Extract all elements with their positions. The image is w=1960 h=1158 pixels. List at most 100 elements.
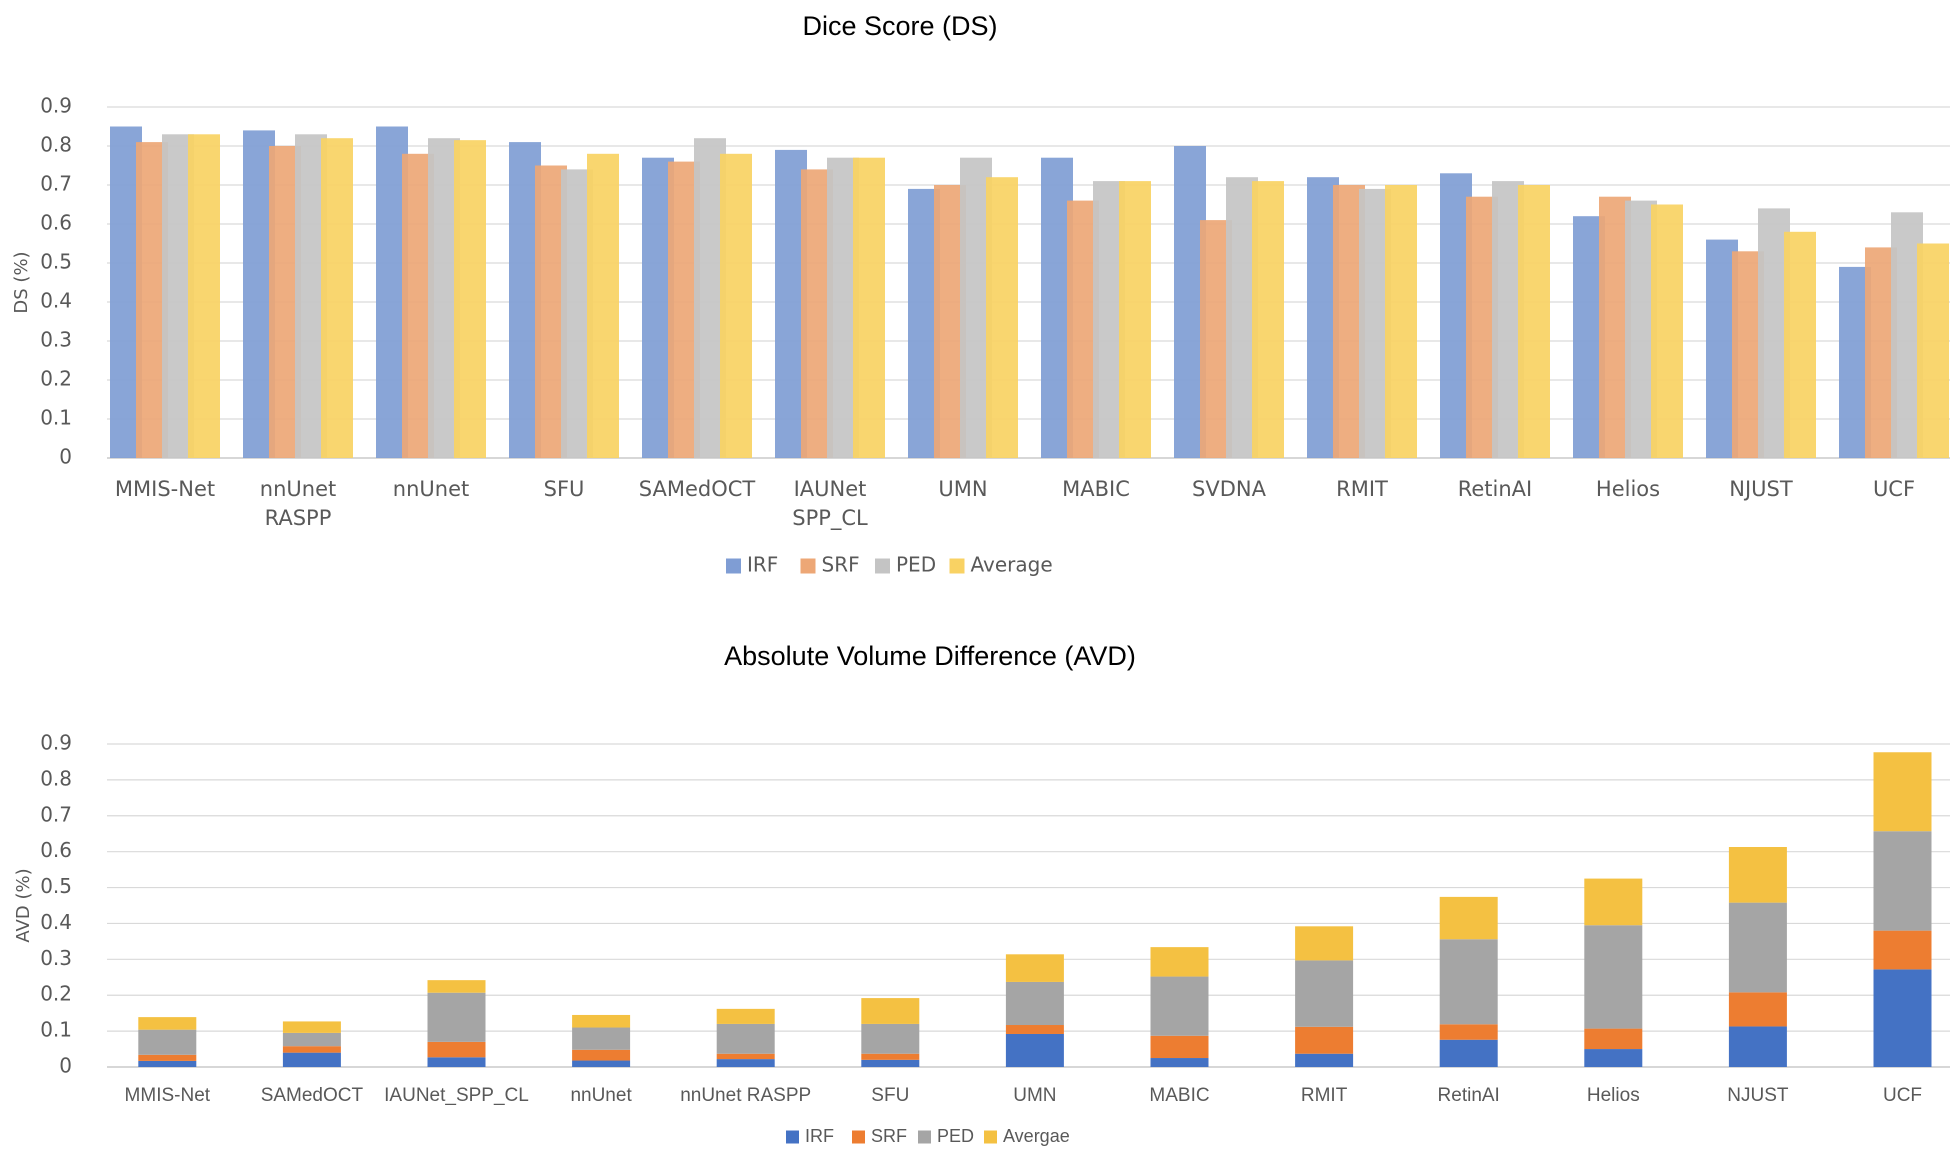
chart2-bar-irf bbox=[1005, 1033, 1064, 1067]
chart2-x-tick-label: nnUnet RASPP bbox=[680, 1085, 811, 1106]
chart1-legend-label: SRF bbox=[822, 553, 860, 577]
chart1-x-tick-label: SPP_CL bbox=[792, 506, 868, 531]
chart2-bar-irf bbox=[1150, 1058, 1209, 1067]
chart1-bar-average bbox=[1784, 231, 1816, 458]
chart1-y-tick-label: 0.6 bbox=[40, 211, 72, 235]
chart2-bar-irf bbox=[1439, 1039, 1498, 1067]
chart2-bar-srf bbox=[138, 1054, 197, 1061]
chart2-y-tick-label: 0.6 bbox=[40, 838, 72, 862]
chart2-bar-irf bbox=[138, 1060, 197, 1067]
chart2-y-axis-label: AVD (%) bbox=[13, 868, 34, 942]
chart1-legend-swatch-ped bbox=[875, 558, 890, 574]
chart1-x-tick-label: RASPP bbox=[265, 506, 332, 530]
chart2-bar-ped bbox=[427, 992, 486, 1042]
chart2-bar-srf bbox=[427, 1041, 486, 1058]
chart2-bar-irf bbox=[1295, 1053, 1354, 1067]
chart2-x-tick-label: RetinAI bbox=[1438, 1085, 1500, 1106]
chart2-bar-irf bbox=[282, 1052, 341, 1067]
chart2-bar-ped bbox=[1728, 902, 1787, 993]
chart1-y-axis-label: DS (%) bbox=[11, 251, 32, 313]
chart2-bar-avergae bbox=[1005, 954, 1064, 982]
chart2-y-tick-label: 0.8 bbox=[40, 766, 72, 790]
chart1-x-tick-label: RMIT bbox=[1336, 477, 1388, 501]
chart1-y-tick-label: 0.1 bbox=[40, 406, 72, 430]
chart2-bar-srf bbox=[1295, 1026, 1354, 1054]
chart2-x-tick-label: IAUNet_SPP_CL bbox=[384, 1085, 529, 1106]
chart1-y-tick-label: 0.5 bbox=[40, 250, 72, 274]
chart1-x-tick-label: SAMedOCT bbox=[639, 477, 756, 501]
chart2-bar-avergae bbox=[1873, 752, 1932, 832]
chart1-legend-swatch-srf bbox=[800, 558, 816, 574]
chart1-bar-average bbox=[853, 157, 885, 458]
chart2-bar-srf bbox=[1005, 1025, 1064, 1034]
chart1-x-tick-label: nnUnet bbox=[260, 477, 336, 501]
chart1-bar-average bbox=[986, 177, 1018, 458]
chart2-x-tick-label: MABIC bbox=[1149, 1085, 1209, 1106]
chart1-x-tick-label: MMIS-Net bbox=[115, 477, 215, 501]
chart2-bar-ped bbox=[1584, 925, 1643, 1029]
chart1-x-tick-label: Helios bbox=[1596, 477, 1660, 501]
chart1-y-tick-label: 0 bbox=[59, 445, 72, 469]
chart2-x-tick-label: UMN bbox=[1013, 1085, 1056, 1106]
chart1-bar-average bbox=[1651, 204, 1683, 458]
chart2-x-tick-label: RMIT bbox=[1301, 1085, 1348, 1106]
chart2-bar-srf bbox=[1873, 930, 1932, 970]
chart2-y-tick-label: 0.1 bbox=[40, 1018, 72, 1042]
chart2-bar-ped bbox=[1005, 981, 1064, 1026]
chart1-legend-label: PED bbox=[896, 553, 936, 577]
chart1-x-tick-label: UCF bbox=[1873, 477, 1915, 501]
chart2-bar-srf bbox=[1728, 992, 1787, 1027]
chart2-bar-avergae bbox=[427, 980, 486, 993]
chart2-y-tick-label: 0.3 bbox=[40, 946, 72, 970]
chart1-x-tick-label: SVDNA bbox=[1192, 477, 1267, 501]
chart1-legend-label: IRF bbox=[747, 553, 778, 577]
chart2-x-tick-label: SFU bbox=[871, 1085, 909, 1106]
chart2-bar-srf bbox=[1584, 1028, 1643, 1050]
chart2-bar-ped bbox=[1439, 939, 1498, 1025]
chart2-bar-srf bbox=[1150, 1035, 1209, 1059]
chart2-x-tick-label: Helios bbox=[1587, 1085, 1640, 1106]
chart1-x-tick-label: nnUnet bbox=[393, 477, 469, 501]
chart2-bar-irf bbox=[861, 1059, 920, 1067]
chart2-bar-avergae bbox=[1728, 847, 1787, 903]
chart2-bar-ped bbox=[282, 1032, 341, 1047]
chart2-x-tick-label: UCF bbox=[1883, 1085, 1922, 1106]
chart2-bar-avergae bbox=[1439, 896, 1498, 940]
chart2-bar-ped bbox=[1873, 831, 1932, 931]
chart2-legend-swatch-ped bbox=[918, 1130, 931, 1144]
chart2-bar-ped bbox=[1295, 960, 1354, 1027]
chart2-bar-avergae bbox=[282, 1021, 341, 1033]
chart2-bar-ped bbox=[138, 1029, 197, 1055]
chart1-y-tick-label: 0.9 bbox=[40, 94, 72, 118]
chart1-x-tick-label: UMN bbox=[938, 477, 987, 501]
chart1-legend-swatch-irf bbox=[726, 558, 741, 574]
chart2-bar-srf bbox=[716, 1053, 775, 1060]
chart1-y-tick-label: 0.4 bbox=[40, 289, 72, 313]
chart2-bar-irf bbox=[716, 1059, 775, 1067]
chart2-legend-label: PED bbox=[937, 1126, 974, 1146]
chart1-bar-average bbox=[1385, 185, 1417, 458]
chart1-x-tick-label: NJUST bbox=[1729, 477, 1793, 501]
chart2-x-tick-label: NJUST bbox=[1727, 1085, 1789, 1106]
chart1-y-tick-label: 0.3 bbox=[40, 328, 72, 352]
chart2-legend-swatch-avergae bbox=[984, 1130, 997, 1144]
chart1-y-tick-label: 0.7 bbox=[40, 172, 72, 196]
chart2-bar-avergae bbox=[861, 998, 920, 1024]
chart2-y-tick-label: 0.7 bbox=[40, 802, 72, 826]
chart2-bar-irf bbox=[572, 1060, 631, 1067]
chart2-y-tick-label: 0.5 bbox=[40, 874, 72, 898]
chart2-bar-avergae bbox=[572, 1014, 631, 1028]
chart2-y-tick-label: 0.9 bbox=[40, 731, 72, 755]
chart2-bar-ped bbox=[716, 1023, 775, 1054]
chart1-bar-average bbox=[454, 140, 486, 458]
chart2-y-tick-label: 0 bbox=[59, 1054, 72, 1078]
chart2-bar-srf bbox=[282, 1046, 341, 1053]
chart2-bar-srf bbox=[861, 1053, 920, 1060]
chart2-title: Absolute Volume Difference (AVD) bbox=[724, 641, 1136, 671]
chart1-bar-average bbox=[720, 153, 752, 459]
chart2-legend-swatch-irf bbox=[786, 1130, 799, 1144]
chart2-legend-label: IRF bbox=[805, 1126, 834, 1146]
chart2-y-tick-label: 0.4 bbox=[40, 910, 72, 934]
chart1-bar-average bbox=[1119, 181, 1151, 458]
